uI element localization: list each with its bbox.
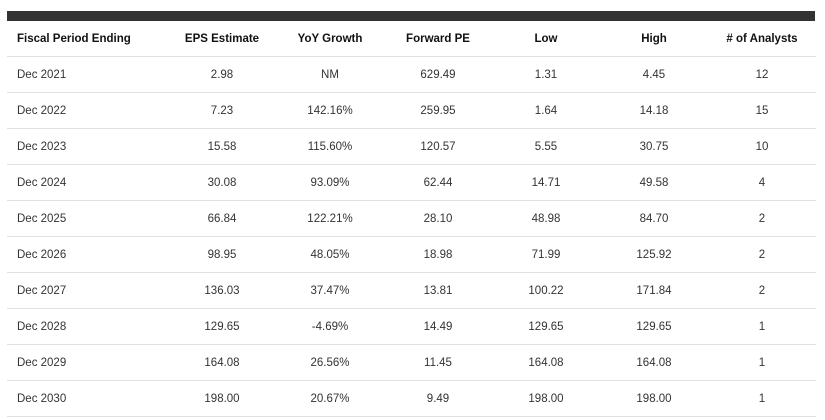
value-cell: 15.58 [168, 128, 276, 165]
value-cell: 164.08 [168, 344, 276, 381]
value-cell: 129.65 [492, 308, 600, 345]
column-header: # of Analysts [708, 21, 816, 57]
value-cell: 71.99 [492, 236, 600, 273]
value-cell: 1 [708, 380, 816, 417]
table-row: Dec 2030 198.00 20.67% 9.49 198.00 198.00 1 [7, 380, 816, 417]
value-cell: 129.65 [600, 308, 708, 345]
value-cell: 1 [708, 344, 816, 381]
value-cell: 198.00 [492, 380, 600, 417]
value-cell: 11.45 [384, 344, 492, 381]
period-cell: Dec 2028 [7, 308, 168, 345]
value-cell: 2 [708, 236, 816, 273]
value-cell: 164.08 [600, 344, 708, 381]
period-cell: Dec 2024 [7, 164, 168, 201]
value-cell: 5.55 [492, 128, 600, 165]
column-header: YoY Growth [276, 21, 384, 57]
value-cell: 1.31 [492, 56, 600, 93]
period-cell: Dec 2027 [7, 272, 168, 309]
period-cell: Dec 2025 [7, 200, 168, 237]
value-cell: 10 [708, 128, 816, 165]
value-cell: 30.08 [168, 164, 276, 201]
top-bar [7, 11, 815, 21]
estimates-table: Fiscal Period Ending EPS Estimate YoY Grow… [7, 21, 816, 417]
value-cell: 1.64 [492, 92, 600, 129]
value-cell: 98.95 [168, 236, 276, 273]
value-cell: 26.56% [276, 344, 384, 381]
value-cell: 171.84 [600, 272, 708, 309]
value-cell: 198.00 [600, 380, 708, 417]
column-header: Low [492, 21, 600, 57]
value-cell: 129.65 [168, 308, 276, 345]
value-cell: 14.49 [384, 308, 492, 345]
value-cell: 14.71 [492, 164, 600, 201]
column-header: Fiscal Period Ending [7, 21, 168, 57]
period-cell: Dec 2021 [7, 56, 168, 93]
value-cell: 12 [708, 56, 816, 93]
value-cell: 62.44 [384, 164, 492, 201]
value-cell: 100.22 [492, 272, 600, 309]
value-cell: 48.98 [492, 200, 600, 237]
column-header: High [600, 21, 708, 57]
value-cell: 28.10 [384, 200, 492, 237]
value-cell: 30.75 [600, 128, 708, 165]
value-cell: 2.98 [168, 56, 276, 93]
header-row: Fiscal Period Ending EPS Estimate YoY Grow… [7, 21, 816, 57]
value-cell: 37.47% [276, 272, 384, 309]
table-row: Dec 2022 7.23 142.16% 259.95 1.64 14.18 15 [7, 92, 816, 129]
value-cell: 18.98 [384, 236, 492, 273]
table-row: Dec 2029 164.08 26.56% 11.45 164.08 164.08 1 [7, 344, 816, 381]
value-cell: 2 [708, 272, 816, 309]
value-cell: 66.84 [168, 200, 276, 237]
value-cell: 13.81 [384, 272, 492, 309]
estimates-panel: Fiscal Period Ending EPS Estimate YoY Grow… [7, 11, 816, 417]
period-cell: Dec 2030 [7, 380, 168, 417]
value-cell: 49.58 [600, 164, 708, 201]
table-row: Dec 2027 136.03 37.47% 13.81 100.22 171.84 2 [7, 272, 816, 309]
value-cell: 164.08 [492, 344, 600, 381]
value-cell: 629.49 [384, 56, 492, 93]
column-header: Forward PE [384, 21, 492, 57]
period-cell: Dec 2022 [7, 92, 168, 129]
column-header: EPS Estimate [168, 21, 276, 57]
value-cell: 4.45 [600, 56, 708, 93]
value-cell: 4 [708, 164, 816, 201]
value-cell: 115.60% [276, 128, 384, 165]
value-cell: 9.49 [384, 380, 492, 417]
value-cell: 84.70 [600, 200, 708, 237]
table-row: Dec 2028 129.65 -4.69% 14.49 129.65 129.65 1 [7, 308, 816, 345]
value-cell: NM [276, 56, 384, 93]
value-cell: 1 [708, 308, 816, 345]
table-row: Dec 2024 30.08 93.09% 62.44 14.71 49.58 4 [7, 164, 816, 201]
value-cell: 142.16% [276, 92, 384, 129]
table-row: Dec 2023 15.58 115.60% 120.57 5.55 30.75 10 [7, 128, 816, 165]
value-cell: 15 [708, 92, 816, 129]
value-cell: 20.67% [276, 380, 384, 417]
period-cell: Dec 2029 [7, 344, 168, 381]
value-cell: 136.03 [168, 272, 276, 309]
table-row: Dec 2021 2.98 NM 629.49 1.31 4.45 12 [7, 56, 816, 93]
value-cell: -4.69% [276, 308, 384, 345]
table-body: Dec 2021 2.98 NM 629.49 1.31 4.45 12 Dec 2022 7.… [7, 56, 816, 417]
period-cell: Dec 2023 [7, 128, 168, 165]
value-cell: 7.23 [168, 92, 276, 129]
period-cell: Dec 2026 [7, 236, 168, 273]
value-cell: 2 [708, 200, 816, 237]
value-cell: 125.92 [600, 236, 708, 273]
value-cell: 14.18 [600, 92, 708, 129]
table-row: Dec 2025 66.84 122.21% 28.10 48.98 84.70 2 [7, 200, 816, 237]
value-cell: 198.00 [168, 380, 276, 417]
table-row: Dec 2026 98.95 48.05% 18.98 71.99 125.92 2 [7, 236, 816, 273]
value-cell: 259.95 [384, 92, 492, 129]
value-cell: 122.21% [276, 200, 384, 237]
value-cell: 48.05% [276, 236, 384, 273]
value-cell: 120.57 [384, 128, 492, 165]
value-cell: 93.09% [276, 164, 384, 201]
